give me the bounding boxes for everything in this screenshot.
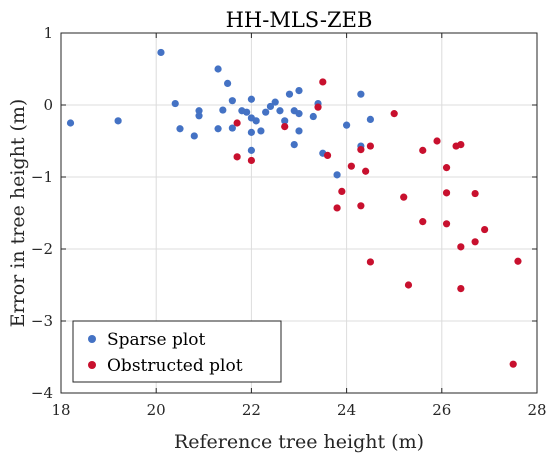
sparse-plot-point <box>224 79 232 87</box>
legend-box <box>72 320 282 383</box>
legend-label-obstructed: Obstructed plot <box>107 356 243 376</box>
y-tick-label: −1 <box>31 168 53 186</box>
data-points <box>66 48 522 368</box>
obstructed-plot-point <box>338 187 346 195</box>
x-tick-label: 28 <box>527 401 546 419</box>
obstructed-plot-point <box>514 257 522 265</box>
sparse-plot-point <box>195 107 203 115</box>
sparse-plot-point <box>228 97 236 105</box>
y-axis-label: Error in tree height (m) <box>7 99 29 328</box>
sparse-plot-point <box>295 87 303 95</box>
sparse-plot-point <box>281 117 289 125</box>
obstructed-plot-point <box>281 123 289 131</box>
x-tick-label: 18 <box>51 401 70 419</box>
sparse-plot-point <box>252 117 260 125</box>
sparse-plot-point <box>114 117 122 125</box>
sparse-plot-point <box>266 102 275 111</box>
obstructed-plot-point <box>442 189 451 197</box>
obstructed-plot-point <box>442 220 451 228</box>
sparse-plot-point <box>176 125 184 133</box>
obstructed-plot-point <box>323 151 332 159</box>
obstructed-plot-point <box>433 137 441 145</box>
x-tick-label: 20 <box>147 401 166 419</box>
legend-marker-obstructed <box>88 361 96 369</box>
legend-marker-sparse <box>88 335 96 343</box>
sparse-plot-point <box>271 98 279 106</box>
sparse-plot-point <box>247 95 255 103</box>
obstructed-plot-point <box>347 162 355 170</box>
obstructed-plot-point <box>509 360 517 368</box>
sparse-plot-point <box>333 171 341 179</box>
obstructed-plot-point <box>362 167 370 175</box>
obstructed-plot-point <box>400 193 408 201</box>
obstructed-plot-point <box>404 281 413 289</box>
x-axis-label: Reference tree height (m) <box>174 431 424 453</box>
sparse-plot-point <box>219 106 227 114</box>
axis-ticks: 18 20 22 24 26 28 1 0 −1 −2 −3 −4 <box>31 24 547 419</box>
sparse-plot-point <box>66 119 75 127</box>
obstructed-plot-point <box>357 202 365 210</box>
obstructed-plot-point <box>457 141 465 149</box>
sparse-plot-point <box>243 108 251 116</box>
obstructed-plot-point <box>319 78 327 86</box>
sparse-plot-point <box>257 127 265 135</box>
sparse-plot-point <box>343 121 351 129</box>
obstructed-plot-point <box>357 146 365 154</box>
sparse-plot-point <box>228 124 236 132</box>
sparse-plot-point <box>285 90 294 98</box>
obstructed-plot-point <box>247 156 255 165</box>
sparse-plot-point <box>357 90 365 98</box>
obstructed-plot-point <box>233 119 241 127</box>
obstructed-plot-point <box>419 218 427 226</box>
obstructed-plot-point <box>457 243 465 251</box>
y-tick-label: −3 <box>31 312 53 330</box>
obstructed-plot-point <box>457 285 465 293</box>
sparse-plot-point <box>195 112 203 120</box>
sparse-plot-point <box>366 115 374 123</box>
obstructed-plot-point <box>333 204 341 212</box>
plot-frame <box>60 32 538 394</box>
sparse-plot-point <box>276 107 284 115</box>
y-tick-label: 1 <box>43 24 53 42</box>
y-tick-label: −4 <box>31 384 53 402</box>
obstructed-plot-point <box>233 153 241 161</box>
x-tick-label: 26 <box>432 401 451 419</box>
sparse-plot-point <box>262 108 270 116</box>
obstructed-plot-point <box>442 164 451 172</box>
y-tick-label: −2 <box>31 240 53 258</box>
sparse-plot-point <box>214 125 222 133</box>
obstructed-plot-point <box>481 225 489 234</box>
obstructed-plot-point <box>366 258 374 266</box>
x-tick-label: 22 <box>242 401 261 419</box>
y-tick-label: 0 <box>43 96 53 114</box>
obstructed-plot-point <box>366 142 374 150</box>
obstructed-plot-point <box>471 238 479 246</box>
obstructed-plot-point <box>419 146 427 154</box>
obstructed-plot-point <box>390 110 398 118</box>
legend-label-sparse: Sparse plot <box>107 330 206 350</box>
grid-lines <box>61 33 537 393</box>
legend: Sparse plot Obstructed plot <box>72 320 282 383</box>
obstructed-plot-point <box>471 189 479 198</box>
obstructed-plot-point <box>314 103 322 111</box>
sparse-plot-point <box>157 48 165 57</box>
sparse-plot-point <box>290 141 298 149</box>
sparse-plot-point <box>247 146 255 154</box>
chart-title: HH-MLS-ZEB <box>226 8 373 32</box>
sparse-plot-point <box>247 128 255 136</box>
x-tick-label: 24 <box>337 401 356 419</box>
sparse-plot-point <box>295 110 303 118</box>
sparse-plot-point <box>171 99 179 108</box>
sparse-plot-point <box>190 132 198 140</box>
sparse-plot-point <box>295 127 303 135</box>
sparse-plot-point <box>214 65 222 73</box>
sparse-plot-point <box>309 112 317 121</box>
